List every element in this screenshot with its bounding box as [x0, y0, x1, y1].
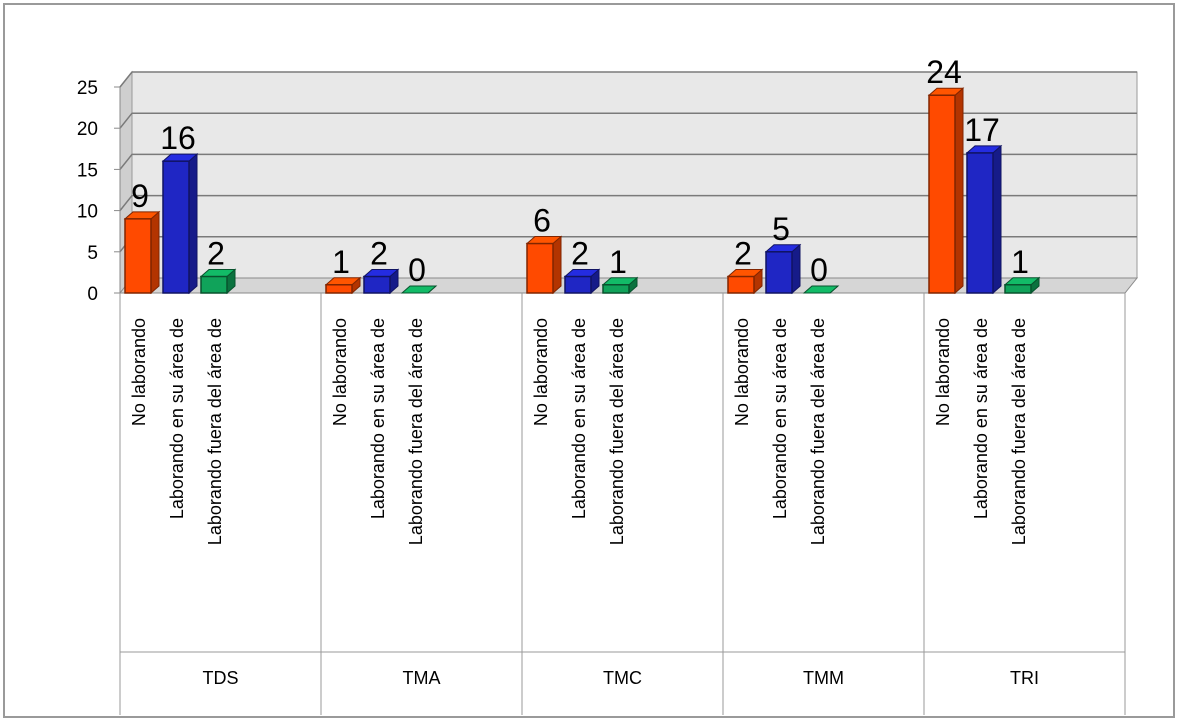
category-label: Laborando en su área de: [770, 318, 790, 519]
group-labels: TDS TMA TMC TMM TRI: [119, 293, 1126, 715]
category-label: Laborando fuera del área de: [808, 318, 828, 545]
bar: [363, 275, 391, 294]
bar: [162, 160, 190, 294]
bar: [966, 152, 994, 294]
bar: [325, 284, 353, 294]
y-tick-label: 20: [77, 119, 98, 140]
category-label: Laborando fuera del área de: [205, 318, 225, 545]
category-label: Laborando en su área de: [569, 318, 589, 519]
group-label: TMC: [603, 668, 642, 688]
y-axis-ticks: 0 5 10 15 20 25: [77, 78, 121, 305]
gridline: [119, 71, 1137, 88]
data-label: 1: [1011, 244, 1029, 280]
gridline: [119, 112, 1137, 129]
bar: [602, 284, 630, 294]
y-tick-label: 10: [77, 202, 98, 223]
data-label: 6: [533, 203, 551, 239]
data-label: 2: [370, 236, 388, 272]
data-label: 16: [160, 120, 196, 156]
bar: [928, 94, 956, 294]
bar: [727, 275, 755, 294]
group-label: TDS: [203, 668, 239, 688]
y-tick-label: 15: [77, 160, 98, 181]
data-label: 0: [810, 252, 828, 288]
data-label: 5: [772, 211, 790, 247]
bar-side: [150, 210, 160, 295]
category-label: No laborando: [330, 318, 350, 426]
bar-side: [954, 87, 964, 295]
group-label: TMM: [803, 668, 844, 688]
bar: [564, 275, 592, 294]
category-label: Laborando en su área de: [167, 318, 187, 519]
bar: [765, 251, 793, 294]
bar-top: [802, 285, 840, 294]
data-label: 2: [734, 236, 752, 272]
bar: [124, 218, 152, 294]
bar-side: [992, 144, 1002, 295]
category-label: Laborando fuera del área de: [1009, 318, 1029, 545]
bars: [123, 87, 1041, 295]
data-label: 1: [332, 244, 350, 280]
bar-side: [552, 235, 562, 295]
category-label: No laborando: [531, 318, 551, 426]
category-label: Laborando en su área de: [368, 318, 388, 519]
gridline: [119, 153, 1137, 170]
category-label: Laborando fuera del área de: [406, 318, 426, 545]
category-label: No laborando: [933, 318, 953, 426]
category-label: No laborando: [129, 318, 149, 426]
data-label: 2: [207, 236, 225, 272]
y-tick-label: 0: [87, 284, 98, 305]
data-label: 0: [408, 252, 426, 288]
bar-side: [791, 243, 801, 295]
data-label: 9: [131, 178, 149, 214]
category-label: No laborando: [732, 318, 752, 426]
data-label: 24: [926, 54, 962, 90]
group-label: TRI: [1010, 668, 1039, 688]
y-tick-label: 5: [87, 243, 98, 264]
data-label: 2: [571, 236, 589, 272]
category-labels: No laborando Laborando en su área de Labor…: [129, 318, 1029, 545]
data-label: 1: [609, 244, 627, 280]
group-label: TMA: [403, 668, 441, 688]
data-label: 17: [964, 112, 1000, 148]
bar: [1004, 284, 1032, 294]
bar-side: [188, 153, 198, 295]
bar-top: [400, 285, 438, 294]
y-tick-label: 25: [77, 78, 98, 99]
gridline: [119, 194, 1137, 212]
bar: [526, 242, 554, 294]
category-label: Laborando en su área de: [971, 318, 991, 519]
bar: [200, 275, 228, 294]
category-label: Laborando fuera del área de: [607, 318, 627, 545]
